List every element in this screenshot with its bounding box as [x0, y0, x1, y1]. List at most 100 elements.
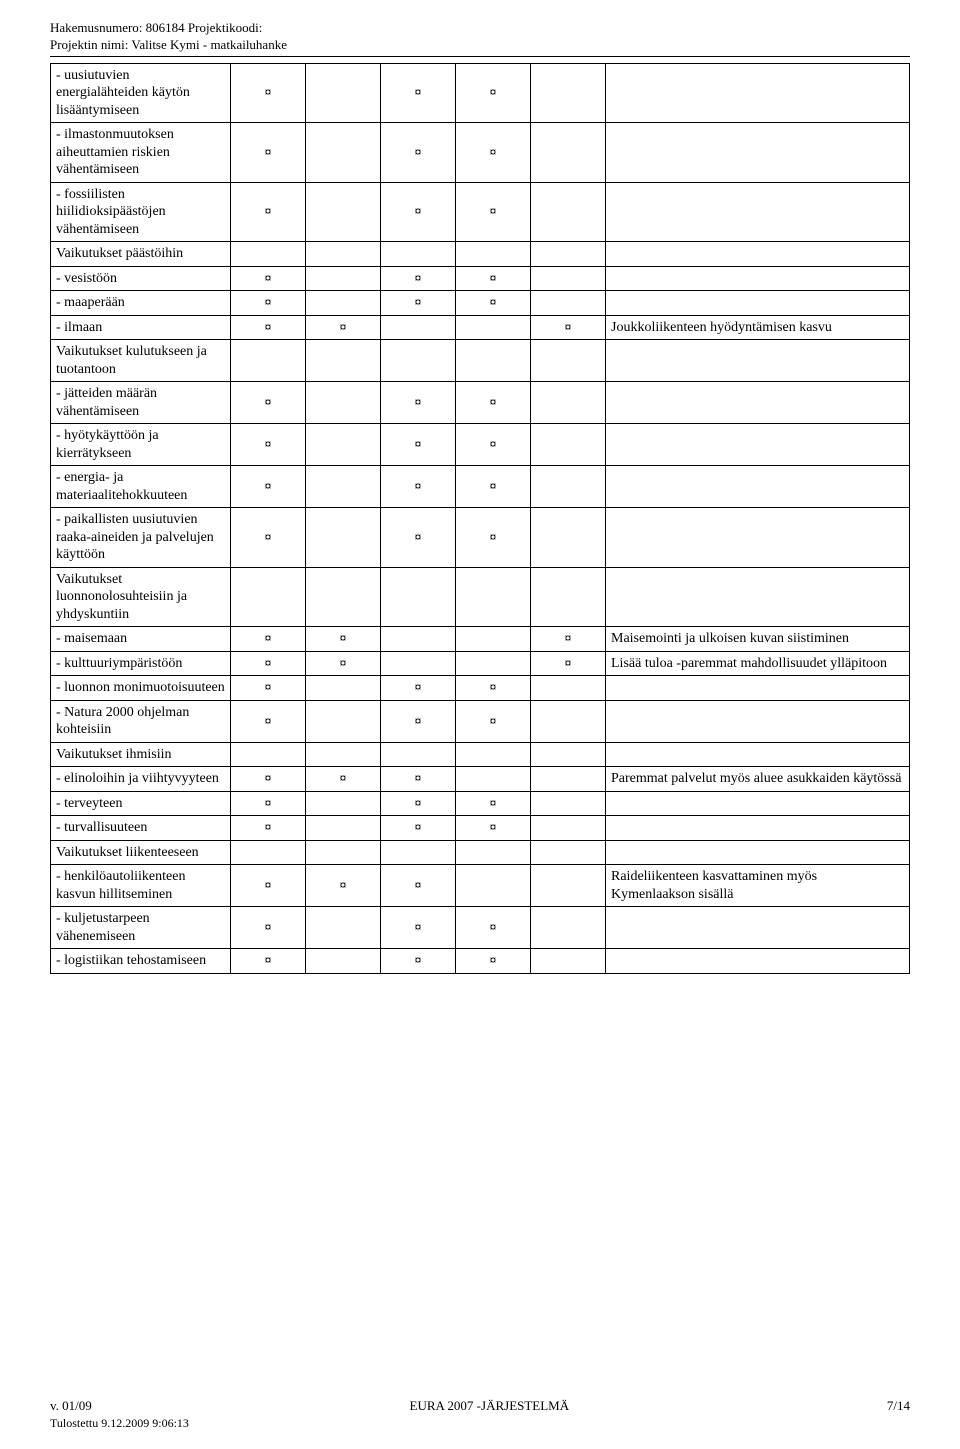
mark-icon: ¤	[415, 479, 422, 493]
mark-cell: ¤	[381, 266, 456, 291]
mark-cell	[531, 340, 606, 382]
mark-cell: ¤	[231, 651, 306, 676]
mark-icon: ¤	[415, 271, 422, 285]
mark-icon: ¤	[415, 953, 422, 967]
mark-cell: ¤	[456, 266, 531, 291]
table-row: - hyötykäyttöön ja kierrätykseen¤¤¤	[51, 424, 910, 466]
mark-cell	[531, 466, 606, 508]
mark-cell	[381, 840, 456, 865]
mark-icon: ¤	[265, 437, 272, 451]
mark-cell	[306, 242, 381, 267]
mark-icon: ¤	[415, 395, 422, 409]
mark-cell	[306, 508, 381, 568]
mark-cell	[306, 182, 381, 242]
mark-cell: ¤	[231, 63, 306, 123]
row-label: - paikallisten uusiutuvien raaka-aineide…	[51, 508, 231, 568]
mark-icon: ¤	[265, 395, 272, 409]
mark-cell: ¤	[456, 182, 531, 242]
row-comment	[606, 266, 910, 291]
footer-timestamp: Tulostettu 9.12.2009 9:06:13	[50, 1416, 910, 1431]
mark-cell	[306, 742, 381, 767]
row-label: Vaikutukset kulutukseen ja tuotantoon	[51, 340, 231, 382]
mark-cell: ¤	[456, 949, 531, 974]
table-row: - paikallisten uusiutuvien raaka-aineide…	[51, 508, 910, 568]
mark-cell: ¤	[231, 424, 306, 466]
mark-icon: ¤	[490, 85, 497, 99]
mark-icon: ¤	[415, 204, 422, 218]
mark-cell: ¤	[381, 63, 456, 123]
doc-header: Hakemusnumero: 806184 Projektikoodi: Pro…	[50, 20, 910, 54]
mark-cell	[306, 676, 381, 701]
mark-icon: ¤	[565, 631, 572, 645]
mark-cell	[306, 466, 381, 508]
mark-icon: ¤	[415, 878, 422, 892]
mark-cell	[381, 567, 456, 627]
mark-icon: ¤	[415, 530, 422, 544]
mark-cell	[231, 567, 306, 627]
mark-cell: ¤	[306, 315, 381, 340]
mark-cell	[306, 424, 381, 466]
row-comment	[606, 700, 910, 742]
mark-cell: ¤	[381, 865, 456, 907]
row-comment: Raideliikenteen kasvattaminen myös Kymen…	[606, 865, 910, 907]
mark-cell: ¤	[456, 291, 531, 316]
mark-cell: ¤	[231, 676, 306, 701]
row-comment	[606, 382, 910, 424]
mark-icon: ¤	[490, 680, 497, 694]
mark-cell: ¤	[231, 791, 306, 816]
mark-icon: ¤	[490, 920, 497, 934]
mark-icon: ¤	[265, 953, 272, 967]
row-comment	[606, 676, 910, 701]
mark-icon: ¤	[265, 204, 272, 218]
mark-cell: ¤	[381, 508, 456, 568]
row-comment	[606, 907, 910, 949]
mark-cell: ¤	[381, 123, 456, 183]
row-label: - henkilöautoliikenteen kasvun hillitsem…	[51, 865, 231, 907]
mark-icon: ¤	[415, 437, 422, 451]
mark-icon: ¤	[265, 656, 272, 670]
mark-cell: ¤	[306, 651, 381, 676]
row-comment	[606, 949, 910, 974]
mark-cell	[306, 63, 381, 123]
row-label: - vesistöön	[51, 266, 231, 291]
mark-icon: ¤	[265, 680, 272, 694]
mark-icon: ¤	[415, 796, 422, 810]
footer-system: EURA 2007 -JÄRJESTELMÄ	[92, 1398, 887, 1414]
row-comment	[606, 816, 910, 841]
mark-cell	[381, 340, 456, 382]
mark-cell	[456, 651, 531, 676]
mark-cell	[306, 700, 381, 742]
mark-cell: ¤	[306, 865, 381, 907]
mark-cell: ¤	[381, 424, 456, 466]
mark-icon: ¤	[565, 656, 572, 670]
mark-cell: ¤	[456, 816, 531, 841]
table-row: - henkilöautoliikenteen kasvun hillitsem…	[51, 865, 910, 907]
row-label: - maisemaan	[51, 627, 231, 652]
mark-icon: ¤	[565, 320, 572, 334]
table-row: - turvallisuuteen¤¤¤	[51, 816, 910, 841]
mark-icon: ¤	[490, 204, 497, 218]
mark-cell: ¤	[531, 627, 606, 652]
row-label: - jätteiden määrän vähentämiseen	[51, 382, 231, 424]
mark-cell: ¤	[456, 700, 531, 742]
mark-cell	[306, 567, 381, 627]
mark-icon: ¤	[340, 656, 347, 670]
mark-icon: ¤	[340, 320, 347, 334]
mark-icon: ¤	[265, 295, 272, 309]
table-row: - jätteiden määrän vähentämiseen¤¤¤	[51, 382, 910, 424]
mark-cell	[531, 266, 606, 291]
mark-cell: ¤	[231, 466, 306, 508]
mark-cell	[456, 742, 531, 767]
mark-cell: ¤	[231, 291, 306, 316]
table-row: - Natura 2000 ohjelman kohteisiin¤¤¤	[51, 700, 910, 742]
mark-cell	[531, 865, 606, 907]
mark-icon: ¤	[265, 320, 272, 334]
row-comment: Joukkoliikenteen hyödyntämisen kasvu	[606, 315, 910, 340]
mark-cell: ¤	[231, 123, 306, 183]
row-label: - kuljetustarpeen vähenemiseen	[51, 907, 231, 949]
mark-cell	[531, 242, 606, 267]
mark-icon: ¤	[265, 479, 272, 493]
row-label: - elinoloihin ja viihtyvyyteen	[51, 767, 231, 792]
mark-cell	[531, 700, 606, 742]
mark-cell	[231, 840, 306, 865]
